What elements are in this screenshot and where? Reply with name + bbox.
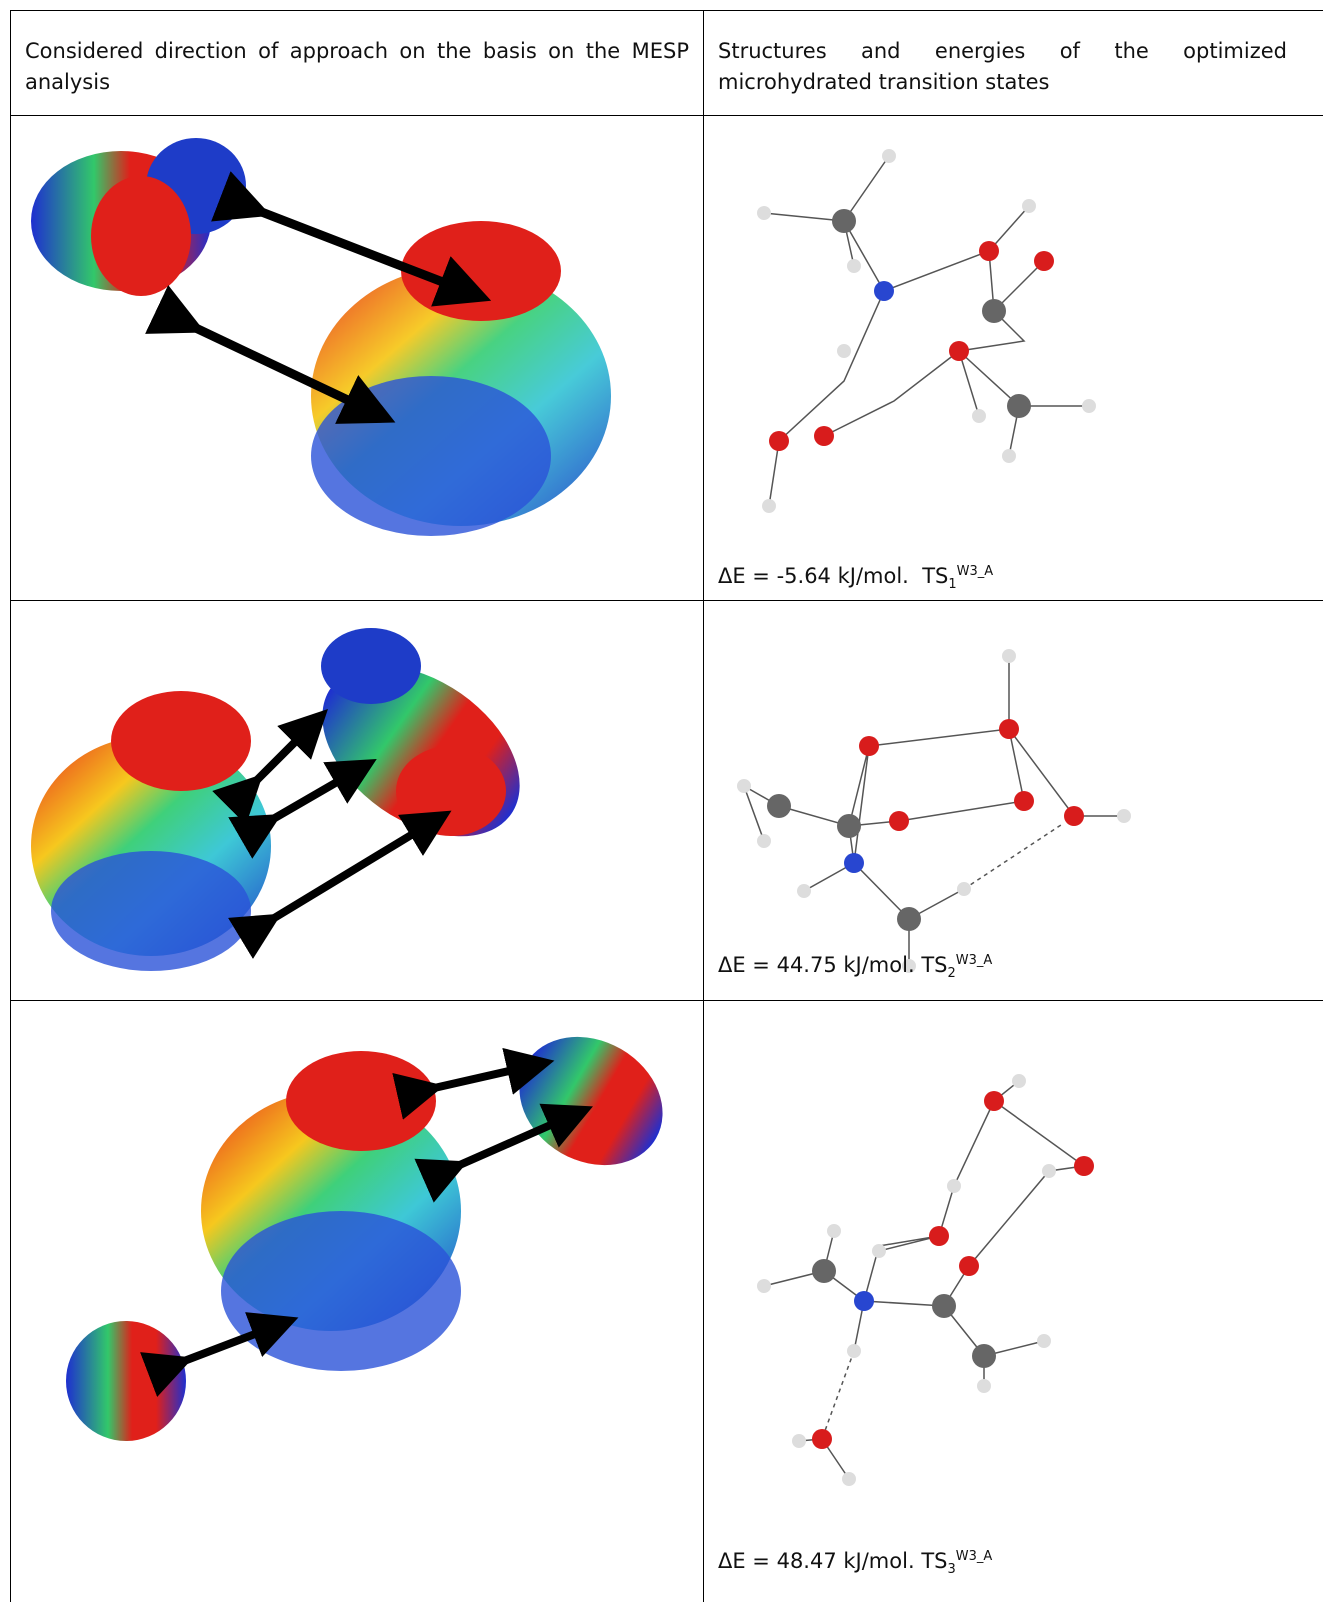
energy: ΔE = 44.75 kJ/mol.: [718, 953, 915, 977]
ts-sup: W3_A: [957, 564, 994, 579]
mesp-image: [11, 116, 701, 601]
energy-caption: ΔE = 44.75 kJ/mol. TS2W3_A: [718, 953, 992, 981]
ts-label: TS: [921, 1549, 947, 1573]
image-cell: [10, 600, 703, 1000]
ts-sup: W3_A: [956, 1549, 993, 1564]
energy: ΔE = -5.64 kJ/mol.: [718, 564, 909, 588]
header-cell: Structures and energies of the optimized…: [703, 10, 1323, 115]
image-cell: ΔE = -5.64 kJ/mol. TS1W3_A: [703, 115, 1323, 600]
header-text: Considered direction of approach on the …: [11, 11, 703, 98]
structure-image: [704, 116, 1324, 601]
header-cell: Considered direction of approach on the …: [10, 10, 703, 115]
mesp-image: [11, 1001, 701, 1603]
ts-sub: 1: [948, 577, 956, 592]
image-cell: ΔE = 48.47 kJ/mol. TS3W3_A: [703, 1000, 1323, 1602]
structure-image: [704, 1001, 1324, 1603]
ts-sub: 2: [947, 966, 955, 981]
energy-caption: ΔE = -5.64 kJ/mol. TS1W3_A: [718, 564, 993, 592]
header-text: Structures and energies of the optimized…: [704, 11, 1323, 98]
ts-sub: 3: [947, 1562, 955, 1577]
ts-label: TS: [921, 953, 947, 977]
image-cell: ΔE = 44.75 kJ/mol. TS2W3_A: [703, 600, 1323, 1000]
mesp-image: [11, 601, 701, 1001]
ts-sup: W3_A: [956, 953, 993, 968]
page: Considered direction of approach on the …: [0, 0, 1330, 1602]
image-cell: [10, 1000, 703, 1602]
energy-caption: ΔE = 48.47 kJ/mol. TS3W3_A: [718, 1549, 992, 1577]
energy: ΔE = 48.47 kJ/mol.: [718, 1549, 915, 1573]
structure-image: [704, 601, 1324, 1001]
ts-label: TS: [922, 564, 948, 588]
image-cell: [10, 115, 703, 600]
